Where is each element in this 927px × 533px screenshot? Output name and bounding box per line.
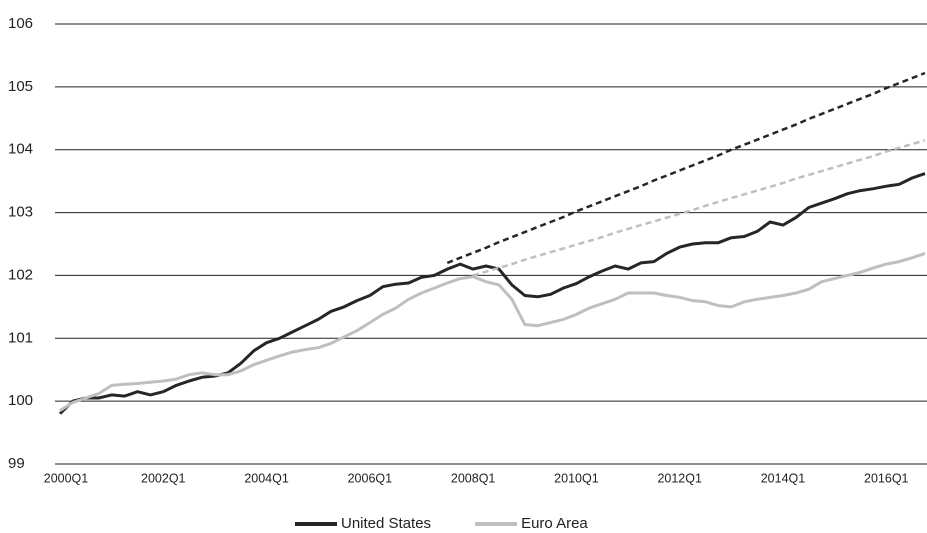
x-tick-label: 2008Q1 — [451, 471, 496, 485]
x-tick-label: 2004Q1 — [244, 471, 289, 485]
y-tick-label: 102 — [8, 266, 33, 283]
y-tick-label: 104 — [8, 141, 33, 158]
x-tick-label: 2012Q1 — [657, 471, 702, 485]
series-line — [59, 251, 926, 412]
series-line — [446, 71, 926, 265]
y-tick-label: 100 — [8, 392, 33, 409]
x-tick-label: 2006Q1 — [348, 471, 393, 485]
x-tick-label: 2000Q1 — [44, 471, 89, 485]
series-line — [472, 139, 926, 277]
y-tick-label: 101 — [8, 329, 33, 346]
legend-label: United States — [341, 515, 431, 532]
legend-label: Euro Area — [521, 515, 588, 532]
x-tick-label: 2016Q1 — [864, 471, 909, 485]
y-tick-label: 103 — [8, 204, 33, 221]
x-tick-label: 2010Q1 — [554, 471, 599, 485]
y-tick-label: 99 — [8, 455, 25, 472]
y-tick-label: 106 — [8, 15, 33, 32]
x-tick-label: 2014Q1 — [761, 471, 806, 485]
x-tick-label: 2002Q1 — [141, 471, 186, 485]
y-tick-label: 105 — [8, 78, 33, 95]
series-line — [58, 172, 926, 415]
